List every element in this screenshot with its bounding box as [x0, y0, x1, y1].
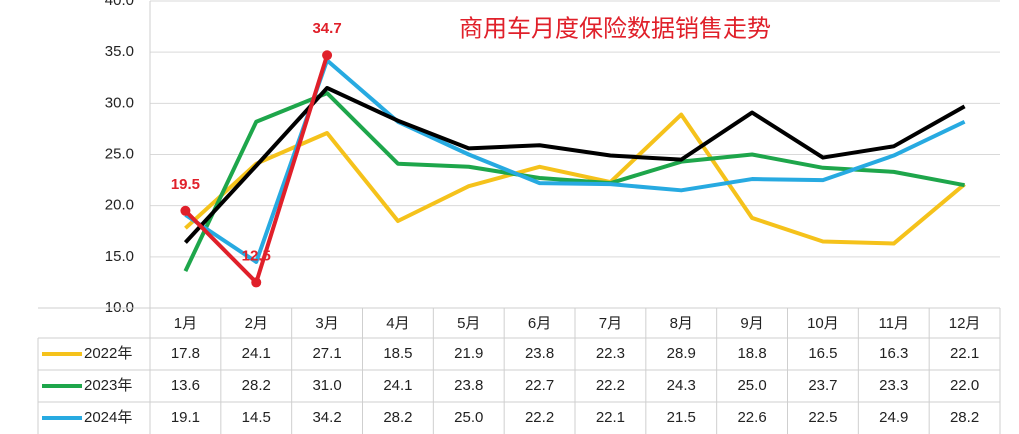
x-tick-label: 8月	[670, 315, 693, 332]
table-cell: 23.7	[808, 377, 837, 394]
table-cell: 16.5	[808, 345, 837, 362]
table-cell: 18.8	[737, 345, 766, 362]
data-label: 19.5	[171, 176, 200, 193]
x-tick-label: 11月	[878, 315, 909, 332]
table-cell: 22.3	[596, 345, 625, 362]
table-cell: 24.1	[383, 377, 412, 394]
table-cell: 19.1	[171, 409, 200, 426]
table-cell: 17.8	[171, 345, 200, 362]
table-cell: 22.1	[596, 409, 625, 426]
x-tick-label: 10月	[807, 315, 839, 332]
table-cell: 31.0	[312, 377, 341, 394]
y-tick-label: 20.0	[105, 197, 134, 214]
series-line	[183, 85, 966, 244]
table-cell: 24.1	[242, 345, 271, 362]
table-cell: 28.2	[383, 409, 412, 426]
table-cell: 23.3	[879, 377, 908, 394]
y-tick-label: 15.0	[105, 248, 134, 265]
table-cell: 13.6	[171, 377, 200, 394]
series-line	[184, 58, 966, 264]
table-cell: 22.5	[808, 409, 837, 426]
x-tick-label: 3月	[315, 315, 338, 332]
x-tick-label: 9月	[740, 315, 763, 332]
table-cell: 14.5	[242, 409, 271, 426]
table-cell: 24.3	[667, 377, 696, 394]
data-label: 34.7	[312, 20, 341, 37]
table-cell: 23.8	[454, 377, 483, 394]
table-cell: 25.0	[454, 409, 483, 426]
point-marker	[251, 277, 262, 288]
table-cell: 21.9	[454, 345, 483, 362]
table-cell: 28.2	[950, 409, 979, 426]
point-marker	[180, 205, 191, 216]
table-cell: 18.5	[383, 345, 412, 362]
x-tick-label: 5月	[457, 315, 480, 332]
y-tick-label: 40.0	[105, 0, 134, 9]
table-cell: 28.2	[242, 377, 271, 394]
table-cell: 21.5	[667, 409, 696, 426]
x-tick-label: 1月	[174, 315, 197, 332]
table-cell: 25.0	[737, 377, 766, 394]
series-line	[184, 112, 966, 246]
chart-title: 商用车月度保险数据销售走势	[459, 15, 771, 42]
table-cell: 22.0	[950, 377, 979, 394]
table-cell: 24.9	[879, 409, 908, 426]
x-tick-label: 4月	[386, 315, 409, 332]
table-cell: 22.7	[525, 377, 554, 394]
y-tick-label: 10.0	[105, 299, 134, 316]
table-cell: 27.1	[312, 345, 341, 362]
legend-label: 2023年	[84, 377, 132, 394]
point-marker	[322, 50, 333, 61]
y-tick-label: 30.0	[105, 94, 134, 111]
y-tick-label: 25.0	[105, 145, 134, 162]
table-cell: 22.2	[525, 409, 554, 426]
table-cell: 22.1	[950, 345, 979, 362]
y-tick-label: 35.0	[105, 43, 134, 60]
table-cell: 28.9	[667, 345, 696, 362]
x-tick-label: 6月	[528, 315, 551, 332]
table-cell: 23.8	[525, 345, 554, 362]
x-tick-label: 12月	[949, 315, 981, 332]
table-cell: 22.2	[596, 377, 625, 394]
x-tick-label: 7月	[599, 315, 622, 332]
data-label: 12.5	[242, 247, 271, 264]
table-cell: 34.2	[312, 409, 341, 426]
table-cell: 16.3	[879, 345, 908, 362]
legend-label: 2024年	[84, 409, 132, 426]
legend-label: 2022年	[84, 345, 132, 362]
x-tick-label: 2月	[245, 315, 268, 332]
table-cell: 22.6	[737, 409, 766, 426]
